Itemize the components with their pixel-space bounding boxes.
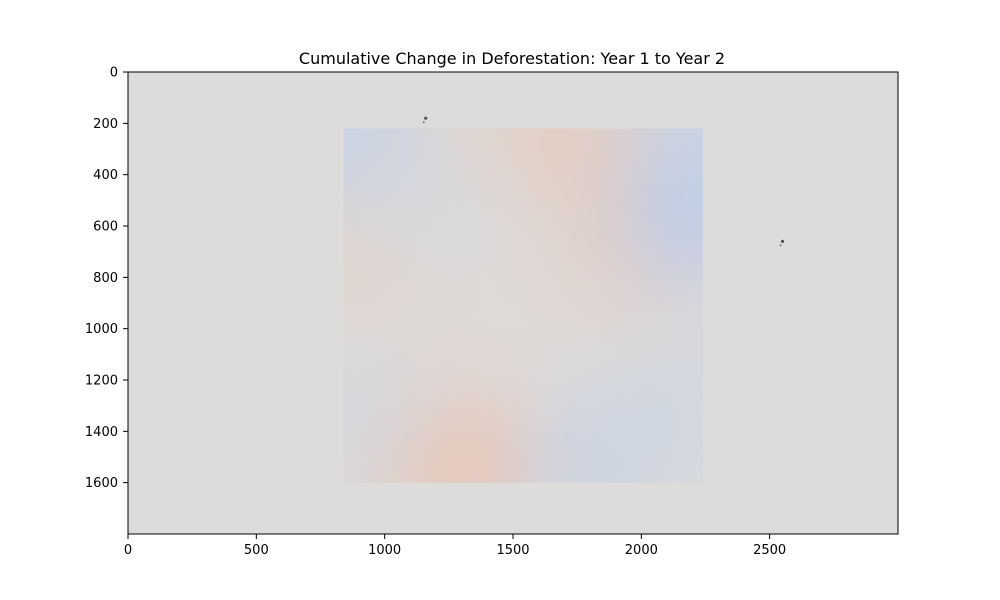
speck-layer [422,116,785,247]
y-tick-label: 1400 [85,425,118,440]
x-axis: 0 500 1000 1500 2000 2500 [124,534,786,558]
y-tick-label: 800 [93,271,118,286]
y-tick-label: 400 [93,168,118,183]
y-tick-label: 1600 [85,476,118,491]
y-tick-label: 1200 [85,374,118,389]
data-speck [422,116,428,124]
y-tick-label: 200 [93,117,118,132]
heatmap-region [401,261,548,396]
x-tick-label: 2000 [625,543,658,558]
y-tick-label: 1000 [85,322,118,337]
y-axis: 0 200 400 600 800 1000 1200 1400 1600 [85,66,128,491]
data-speck [779,239,785,247]
heatmap-data-layer [343,128,703,483]
heatmap-region [606,338,703,473]
x-tick-label: 1000 [368,543,401,558]
y-tick-label: 600 [93,220,118,235]
heatmap-field [343,128,703,483]
x-tick-label: 1500 [496,543,529,558]
chart-title: Cumulative Change in Deforestation: Year… [299,49,725,68]
x-tick-label: 500 [244,543,269,558]
y-tick-label: 0 [110,66,118,81]
heatmap-region [624,128,703,206]
x-tick-label: 0 [124,543,132,558]
heatmap-region [349,133,497,268]
x-tick-label: 2500 [753,543,786,558]
heatmap-region [343,354,428,483]
